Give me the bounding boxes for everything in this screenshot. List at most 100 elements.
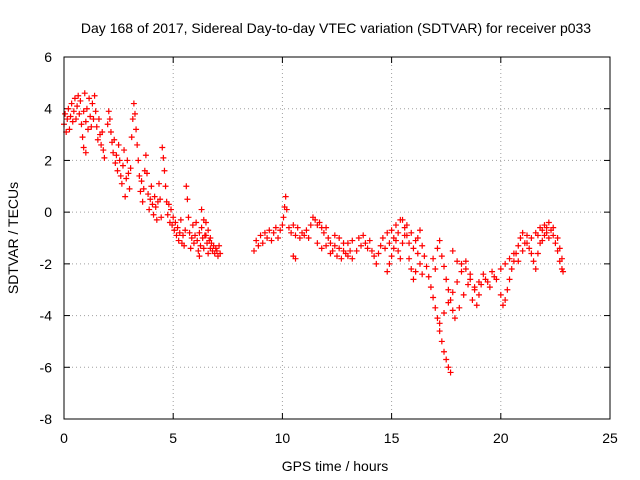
data-point (510, 250, 517, 257)
data-point (506, 255, 513, 262)
data-point (355, 235, 362, 241)
data-point (554, 235, 561, 241)
data-point (75, 92, 82, 99)
data-point (283, 206, 290, 213)
y-tick-label: 6 (44, 49, 52, 65)
data-point (305, 235, 312, 241)
data-point (134, 141, 141, 148)
data-point (451, 315, 458, 322)
data-point (253, 237, 260, 244)
data-point (502, 297, 509, 304)
data-point (112, 160, 119, 167)
data-point (412, 268, 419, 275)
data-point (175, 237, 182, 244)
data-point (366, 237, 373, 244)
y-tick-label: 0 (44, 204, 52, 220)
data-point (436, 320, 443, 327)
y-axis-label: SDTVAR / TECUs (5, 182, 21, 294)
data-point (454, 258, 461, 265)
data-point (419, 271, 426, 278)
data-point (360, 232, 367, 239)
data-point (532, 266, 539, 273)
data-point (441, 263, 448, 270)
data-point (193, 219, 200, 226)
data-point (64, 116, 71, 123)
data-point (82, 118, 89, 125)
data-point (462, 258, 469, 265)
data-point (421, 253, 428, 260)
data-point (177, 216, 184, 223)
data-point (169, 222, 176, 229)
data-point (180, 232, 187, 239)
data-point (528, 250, 535, 257)
data-point (438, 338, 445, 345)
data-point (392, 222, 399, 229)
data-point (467, 271, 474, 278)
data-point (138, 178, 145, 185)
data-point (449, 307, 456, 314)
data-point (196, 229, 203, 236)
data-point (534, 232, 541, 239)
data-point (270, 229, 277, 236)
data-point (65, 105, 72, 112)
data-point (382, 245, 389, 252)
data-point (395, 247, 402, 254)
data-point (123, 175, 130, 182)
data-point (408, 229, 415, 236)
data-point (432, 266, 439, 273)
chart-title: Day 168 of 2017, Sidereal Day-to-day VTE… (81, 20, 591, 36)
data-point (251, 247, 258, 254)
data-point (160, 154, 167, 161)
data-point (526, 245, 533, 252)
data-point (371, 253, 378, 260)
data-point (147, 196, 154, 203)
plot-frame (63, 56, 611, 420)
data-point (336, 235, 343, 241)
y-tick-label: -4 (40, 308, 53, 324)
data-point (368, 247, 375, 254)
data-point (419, 242, 426, 249)
data-point (93, 123, 100, 130)
data-point (159, 144, 166, 151)
data-point (172, 219, 179, 226)
data-point (173, 232, 180, 239)
data-point (375, 250, 382, 257)
data-point (462, 266, 469, 273)
data-point (280, 214, 287, 221)
data-point (416, 260, 423, 267)
data-point (327, 240, 334, 247)
data-point (497, 266, 504, 273)
data-point (441, 348, 448, 355)
data-point (124, 157, 131, 164)
data-point (556, 245, 563, 252)
data-point (196, 253, 203, 260)
data-point (406, 255, 413, 262)
data-point (127, 165, 134, 172)
data-point (384, 229, 391, 236)
data-point (303, 227, 310, 234)
data-point (257, 232, 264, 239)
data-point (195, 247, 202, 254)
data-point (74, 103, 81, 110)
data-point (312, 216, 319, 223)
data-point (384, 268, 391, 275)
data-point (508, 266, 515, 273)
data-point (153, 216, 160, 223)
data-point (521, 240, 528, 247)
data-point (117, 172, 124, 179)
data-point (528, 235, 535, 241)
data-point (129, 116, 136, 123)
data-point (77, 97, 84, 104)
data-point (430, 255, 437, 262)
data-point (94, 136, 101, 143)
data-point (410, 245, 417, 252)
data-point (338, 255, 345, 262)
data-point (156, 180, 163, 187)
data-point (349, 237, 356, 244)
x-tick-label: 5 (169, 430, 177, 446)
data-point (115, 141, 122, 148)
data-point (71, 95, 78, 102)
data-point (539, 227, 546, 234)
data-point (325, 235, 332, 241)
data-point (323, 242, 330, 249)
